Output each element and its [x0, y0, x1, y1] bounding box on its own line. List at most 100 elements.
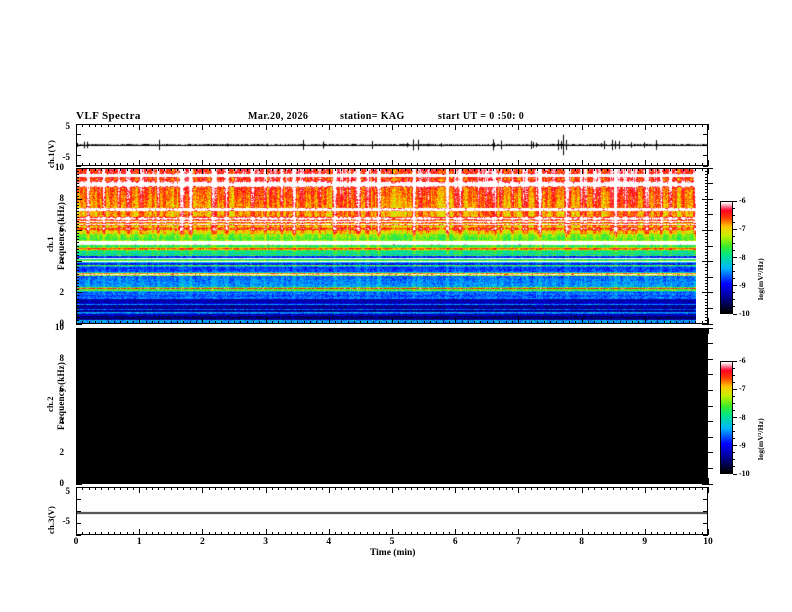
- xtick-bottom: [512, 163, 514, 166]
- xtick-bottom: [543, 321, 545, 324]
- ytick-left: [76, 323, 82, 325]
- xtick-top: [398, 487, 400, 490]
- xtick-bottom: [701, 532, 703, 535]
- xtick-top: [379, 487, 381, 490]
- xtick-bottom: [562, 481, 564, 484]
- xtick-bottom: [120, 321, 122, 324]
- ytick-left: [76, 248, 79, 250]
- xtick-top: [82, 124, 84, 127]
- xtick-bottom: [101, 481, 103, 484]
- xtick-top: [670, 168, 672, 171]
- colorbar-minor-tick: [733, 374, 735, 376]
- xtick-bottom: [360, 481, 362, 484]
- xtick-bottom: [562, 321, 564, 324]
- ytick-left: [76, 477, 79, 479]
- xtick-bottom: [278, 532, 280, 535]
- ytick-left: [76, 170, 79, 172]
- ytick-right: [703, 134, 708, 135]
- xtick-bottom: [486, 481, 488, 484]
- ytick-left: [76, 364, 79, 366]
- xtick-top: [335, 168, 337, 171]
- xtick-top: [436, 487, 438, 490]
- colorbar-minor-tick: [733, 249, 735, 251]
- xtick-top: [259, 168, 261, 171]
- xtick-bottom: [202, 318, 204, 324]
- xtick-top: [480, 487, 482, 490]
- colorbar-1-tick--6: -6: [739, 196, 746, 205]
- ytick-right: [705, 214, 708, 216]
- xtick-top: [575, 124, 577, 127]
- xtick-bottom: [113, 163, 115, 166]
- xtick-top: [486, 487, 488, 490]
- ytick-right: [705, 446, 708, 448]
- xtick-top: [113, 168, 115, 171]
- xtick-bottom: [398, 163, 400, 166]
- ytick-right: [703, 165, 708, 167]
- xtick-bottom: [170, 532, 172, 535]
- xtick-top: [221, 487, 223, 490]
- colorbar-minor-tick: [733, 242, 735, 244]
- xtick-top: [354, 124, 356, 127]
- xtick-top: [524, 124, 526, 127]
- xtick-top: [467, 168, 469, 171]
- xtick-bottom: [316, 321, 318, 324]
- ytick-right: [703, 522, 708, 524]
- xtick-top: [404, 124, 406, 127]
- xtick-bottom: [234, 163, 235, 166]
- xtick-bottom: [594, 532, 596, 535]
- xtick-top: [581, 487, 583, 493]
- xtick-top: [101, 124, 103, 127]
- xtick-bottom: [328, 318, 330, 324]
- xtick-bottom: [259, 481, 261, 484]
- xtick-top: [385, 168, 387, 171]
- xtick-bottom: [474, 532, 476, 535]
- xtick-top: [215, 124, 217, 127]
- ytick-right: [705, 474, 708, 476]
- xtick-top: [486, 328, 488, 331]
- xtick-top: [259, 124, 261, 127]
- xtick-top: [644, 328, 646, 334]
- colorbar-ch2-gradient: [721, 362, 732, 473]
- outer-tick: [708, 483, 713, 485]
- xtick-top: [550, 487, 551, 490]
- xtick-top: [328, 124, 330, 130]
- xtick-bottom: [284, 532, 286, 535]
- colorbar-2-tick--8: -8: [739, 412, 746, 422]
- xtick-bottom: [221, 532, 223, 535]
- xtick-bottom: [132, 321, 134, 324]
- ytick-right: [705, 236, 708, 238]
- xtick-bottom: [227, 321, 229, 324]
- xtick-bottom: [657, 163, 659, 166]
- xtick-bottom: [271, 321, 273, 324]
- xtick-bottom: [581, 318, 583, 324]
- xtick-top: [638, 328, 640, 331]
- xtick-top: [493, 487, 495, 490]
- xtick-top: [360, 168, 362, 171]
- xtick-top: [271, 168, 273, 171]
- x-tick-label-0: 0: [73, 537, 79, 547]
- ch1-spectrogram-image: [77, 169, 696, 323]
- ytick-right: [705, 371, 708, 373]
- xtick-top: [575, 487, 577, 490]
- xtick-bottom: [410, 321, 412, 324]
- xtick-bottom: [88, 532, 90, 535]
- xtick-top: [644, 168, 646, 174]
- xtick-bottom: [651, 321, 653, 324]
- xtick-bottom: [556, 163, 558, 166]
- xtick-bottom: [467, 532, 469, 535]
- xtick-bottom: [120, 481, 122, 484]
- ytick-right: [705, 201, 708, 203]
- colorbar-1-tick--8: -8: [739, 252, 746, 262]
- x-tick-label-2: 2: [200, 537, 205, 547]
- xtick-top: [303, 487, 305, 490]
- xtick-top: [341, 328, 343, 331]
- xtick-bottom: [632, 321, 634, 324]
- xtick-top: [543, 124, 545, 127]
- xtick-bottom: [436, 532, 438, 535]
- ytick-left: [76, 461, 79, 463]
- xtick-top: [82, 487, 84, 490]
- xtick-top: [531, 328, 533, 331]
- ytick-left: [76, 430, 79, 432]
- outer-tick: [708, 307, 713, 309]
- xtick-top: [436, 124, 438, 127]
